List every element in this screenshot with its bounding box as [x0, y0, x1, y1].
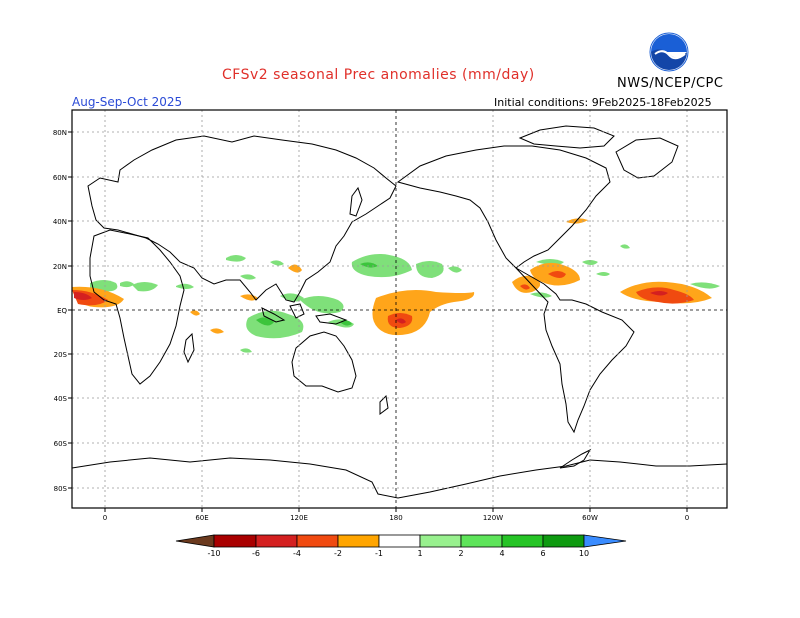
lon-label: 0 — [103, 514, 107, 522]
colorbar-swatch — [460, 534, 503, 548]
lat-label: 20S — [54, 351, 68, 359]
colorbar-swatch — [296, 534, 339, 548]
colorbar-label: -6 — [252, 549, 260, 558]
lat-label: 80N — [53, 129, 67, 137]
colorbar-label: -1 — [375, 549, 383, 558]
map-frame — [71, 109, 728, 509]
colorbar-swatch — [542, 534, 585, 548]
colorbar-swatch — [213, 534, 257, 548]
lon-label: 120W — [483, 514, 503, 522]
page-title: CFSv2 seasonal Prec anomalies (mm/day) — [222, 67, 535, 83]
colorbar-swatch-neutral — [378, 534, 421, 548]
initial-conditions-label: Initial conditions: 9Feb2025-18Feb2025 — [494, 96, 712, 109]
lat-label: 80S — [54, 485, 68, 493]
dry-anomalies-extreme — [74, 291, 668, 324]
wet-anomalies-strong — [256, 262, 378, 326]
colorbar-label: 1 — [417, 549, 422, 558]
season-label: Aug-Sep-Oct 2025 — [72, 95, 183, 109]
colorbar-label: 6 — [540, 549, 545, 558]
colorbar: -10 -6 -4 -2 -1 1 2 4 6 10 — [175, 534, 627, 558]
colorbar-label: 2 — [458, 549, 463, 558]
lon-label: 120E — [290, 514, 308, 522]
graticule — [72, 110, 727, 508]
lon-label: 60W — [582, 514, 598, 522]
lon-label: 180 — [389, 514, 402, 522]
colorbar-swatch — [419, 534, 462, 548]
colorbar-dry-arrow — [175, 534, 215, 548]
lat-label: 40S — [54, 395, 68, 403]
lat-labels: 80N 60N 40N 20N EQ 20S 40S 60S 80S — [53, 129, 68, 493]
lat-label: 60N — [53, 174, 67, 182]
lon-ticks — [104, 508, 688, 512]
lat-label: EQ — [57, 307, 67, 315]
lat-label: 40N — [53, 218, 67, 226]
colorbar-swatch — [255, 534, 298, 548]
colorbar-swatch — [337, 534, 380, 548]
lon-labels: 0 60E 120E 180 120W 60W 0 — [103, 514, 689, 522]
colorbar-label: -2 — [334, 549, 342, 558]
lat-label: 20N — [53, 263, 67, 271]
colorbar-wet-arrow — [583, 534, 627, 548]
lat-ticks — [68, 131, 72, 489]
coastlines — [72, 125, 727, 499]
equator-dateline — [72, 110, 727, 508]
noaa-logo-icon — [649, 32, 689, 72]
lon-label: 0 — [685, 514, 689, 522]
colorbar-label: -10 — [207, 549, 220, 558]
colorbar-label: 10 — [579, 549, 589, 558]
lat-label: 60S — [54, 440, 68, 448]
agency-label: NWS/NCEP/CPC — [617, 76, 724, 91]
colorbar-swatch — [501, 534, 544, 548]
lon-label: 60E — [195, 514, 208, 522]
colorbar-label: -4 — [293, 549, 301, 558]
colorbar-label: 4 — [499, 549, 504, 558]
